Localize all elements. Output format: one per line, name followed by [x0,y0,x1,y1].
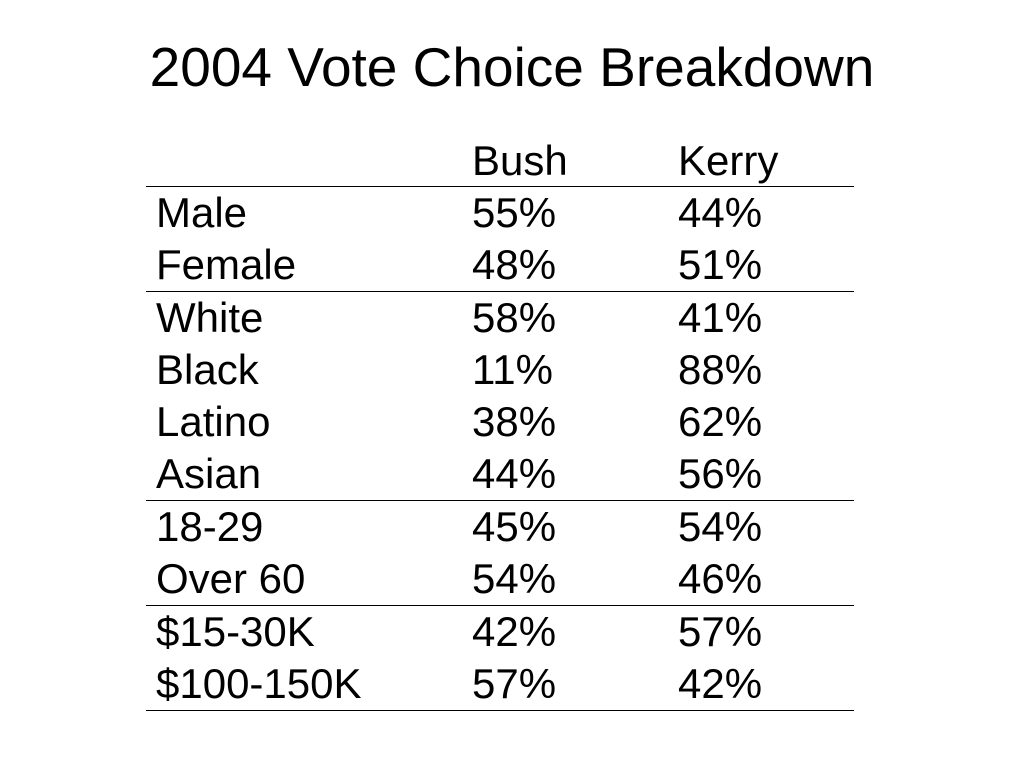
row-category: Latino [156,398,271,445]
table-row: 18-29 45% 54% [146,501,854,554]
row-kerry-value: 42% [678,658,854,711]
row-bush-value: 44% [472,448,678,501]
table-row: $100-150K 57% 42% [146,658,854,711]
vote-choice-table: Bush Kerry Male 55% 44% Female 48% 51% W… [146,135,854,711]
row-category: White [156,294,264,341]
row-bush-value: 11% [472,346,553,393]
table-row: Black 11% 88% [146,344,854,396]
row-category: Black [156,346,259,393]
table-header-row: Bush Kerry [146,135,854,187]
row-bush-value: 45% [472,503,557,550]
row-bush-value: 48% [472,239,678,292]
row-bush-value: 38% [472,398,557,445]
table-row: Male 55% 44% [146,187,854,240]
header-category [146,135,472,187]
row-category: Female [146,239,472,292]
row-category: Asian [146,448,472,501]
row-kerry-value: 54% [678,503,763,550]
row-kerry-value: 88% [678,346,763,393]
slide-title: 2004 Vote Choice Breakdown [149,36,875,98]
header-kerry: Kerry [678,135,854,187]
row-kerry-value: 57% [678,608,763,655]
header-bush: Bush [472,135,678,187]
row-category: 18-29 [156,503,264,550]
row-bush-value: 42% [472,608,557,655]
row-bush-value: 58% [472,294,557,341]
table-row: White 58% 41% [146,292,854,345]
row-category: Over 60 [146,553,472,606]
row-category: $15-30K [156,608,315,655]
row-kerry-value: 56% [678,448,854,501]
row-bush-value: 54% [472,553,678,606]
row-kerry-value: 46% [678,553,854,606]
row-kerry-value: 44% [678,189,763,236]
table-row: $15-30K 42% 57% [146,606,854,659]
row-category: Male [156,189,248,236]
table-row: Asian 44% 56% [146,448,854,501]
row-kerry-value: 62% [678,398,763,445]
row-bush-value: 55% [472,189,557,236]
row-bush-value: 57% [472,658,678,711]
row-kerry-value: 51% [678,239,854,292]
row-kerry-value: 41% [678,294,763,341]
table-row: Latino 38% 62% [146,396,854,448]
row-category: $100-150K [146,658,472,711]
table-row: Over 60 54% 46% [146,553,854,606]
table-row: Female 48% 51% [146,239,854,292]
